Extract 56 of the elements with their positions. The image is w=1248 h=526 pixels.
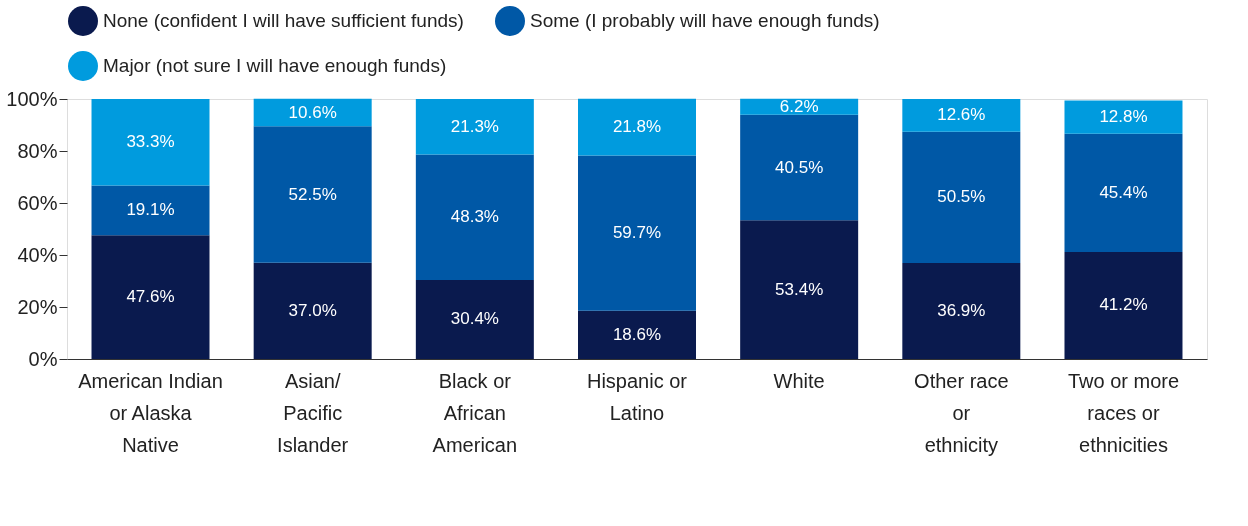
bar bbox=[253, 126, 372, 263]
bar bbox=[415, 279, 534, 359]
data-label: 12.8% bbox=[1099, 107, 1148, 127]
data-label: 36.9% bbox=[937, 301, 986, 321]
bar bbox=[253, 262, 372, 359]
x-tick-label: Other race or ethnicity bbox=[914, 369, 1009, 456]
bar bbox=[91, 185, 210, 236]
legend-label: Major (not sure I will have enough funds) bbox=[103, 55, 447, 76]
data-label: 6.2% bbox=[779, 96, 819, 116]
bar bbox=[415, 154, 534, 280]
bar bbox=[1064, 251, 1183, 359]
data-label: 48.3% bbox=[450, 207, 499, 227]
bar bbox=[415, 99, 534, 155]
data-label: 21.8% bbox=[612, 117, 662, 137]
x-tick-label: Asian/ Pacific Islander bbox=[277, 369, 349, 456]
bar bbox=[902, 263, 1021, 359]
x-tick-label: White bbox=[773, 369, 825, 392]
data-label: 47.6% bbox=[126, 287, 175, 307]
data-label: 18.6% bbox=[612, 324, 662, 344]
x-tick-label: Two or more races or ethnicities bbox=[1067, 369, 1180, 456]
data-label: 41.2% bbox=[1099, 295, 1148, 315]
bar bbox=[91, 99, 210, 186]
data-label: 59.7% bbox=[612, 223, 662, 243]
y-tick-label: 80% bbox=[17, 139, 58, 162]
bar bbox=[578, 310, 696, 359]
bar bbox=[1064, 100, 1183, 134]
data-label: 40.5% bbox=[775, 157, 824, 177]
data-label: 12.6% bbox=[937, 105, 986, 125]
data-label: 52.5% bbox=[288, 184, 337, 204]
data-label: 45.4% bbox=[1099, 182, 1148, 202]
data-label: 21.3% bbox=[450, 116, 499, 136]
bar bbox=[91, 235, 210, 359]
x-tick-label: Black or African American bbox=[432, 369, 518, 456]
y-tick-label: 60% bbox=[17, 191, 58, 214]
bar bbox=[740, 220, 859, 359]
data-label: 19.1% bbox=[126, 200, 175, 220]
bar bbox=[902, 99, 1021, 132]
bar bbox=[578, 98, 696, 156]
data-label: 53.4% bbox=[775, 279, 824, 299]
x-tick-label: American Indian or Alaska Native bbox=[78, 369, 223, 456]
data-label: 10.6% bbox=[288, 102, 337, 122]
y-tick-label: 20% bbox=[17, 295, 58, 318]
y-tick-label: 100% bbox=[6, 87, 58, 110]
bar bbox=[740, 114, 859, 221]
legend-label: None (confident I will have sufficient funds) bbox=[103, 10, 464, 31]
y-tick-label: 0% bbox=[28, 347, 58, 370]
y-tick-label: 40% bbox=[17, 243, 58, 266]
x-tick-label: Hispanic or Latino bbox=[586, 369, 688, 424]
bar bbox=[578, 155, 696, 311]
data-label: 50.5% bbox=[937, 187, 986, 207]
legend-label: Some (I probably will have enough funds) bbox=[530, 10, 880, 31]
bar bbox=[902, 131, 1021, 264]
data-label: 33.3% bbox=[126, 132, 175, 152]
data-label: 37.0% bbox=[288, 300, 337, 320]
bar bbox=[1064, 133, 1183, 252]
data-label: 30.4% bbox=[450, 309, 499, 329]
